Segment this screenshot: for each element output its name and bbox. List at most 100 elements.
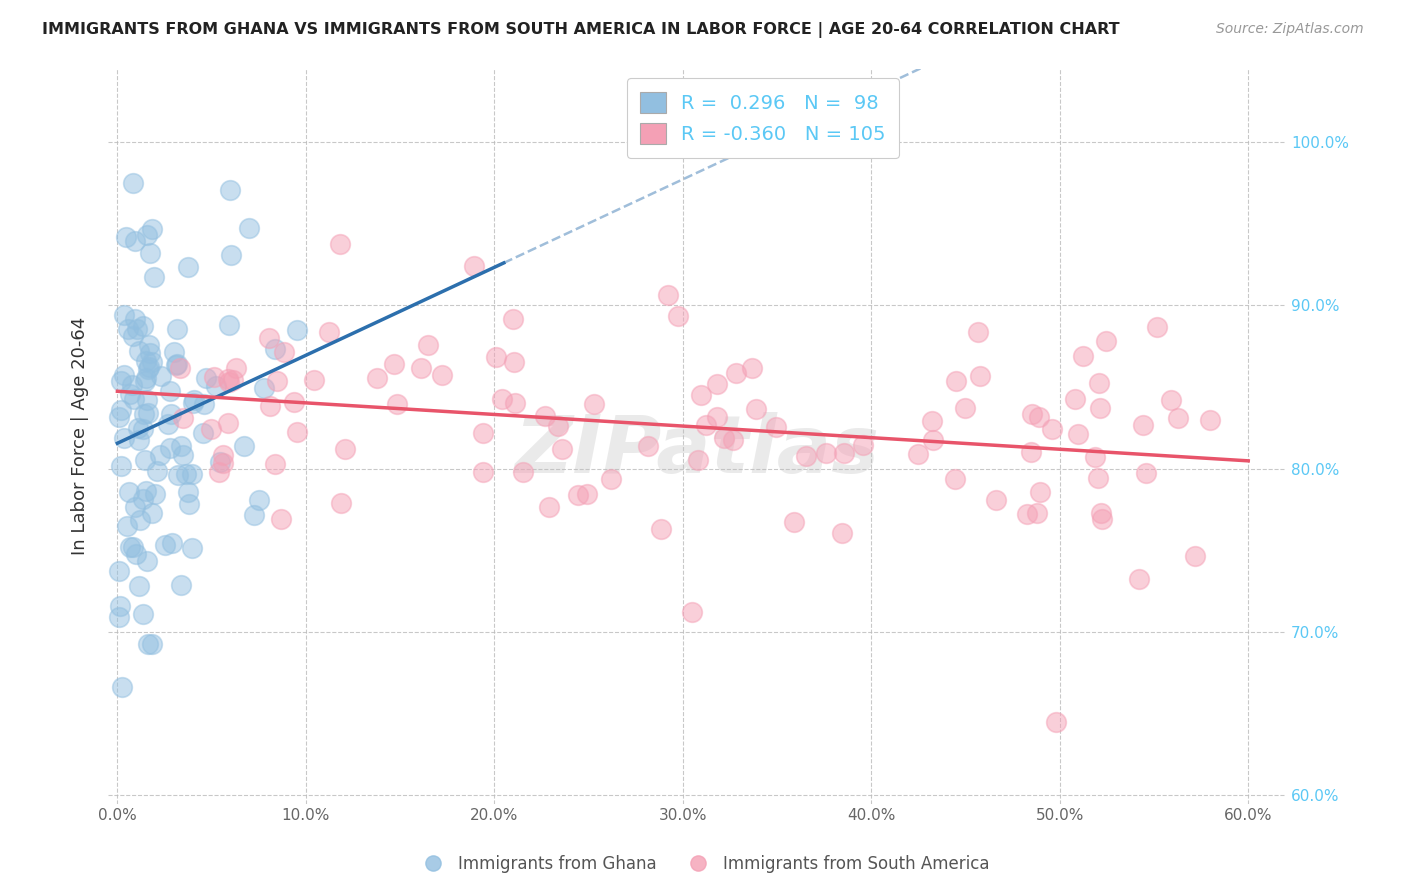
Point xyxy=(695,417,717,432)
Point xyxy=(165,358,187,372)
Point xyxy=(690,388,713,402)
Point xyxy=(131,607,153,622)
Point xyxy=(121,328,143,343)
Point xyxy=(225,361,247,376)
Point xyxy=(124,311,146,326)
Point xyxy=(318,326,340,340)
Point xyxy=(177,497,200,511)
Point xyxy=(273,345,295,359)
Point xyxy=(132,407,155,421)
Point xyxy=(416,337,439,351)
Point xyxy=(1090,507,1112,521)
Point xyxy=(146,464,169,478)
Point xyxy=(1167,410,1189,425)
Point xyxy=(217,416,239,430)
Point xyxy=(266,375,288,389)
Point xyxy=(463,260,485,274)
Point xyxy=(170,578,193,592)
Point xyxy=(385,397,408,411)
Point xyxy=(166,358,188,372)
Point xyxy=(143,487,166,501)
Point xyxy=(943,472,966,486)
Point xyxy=(139,246,162,260)
Point xyxy=(686,453,709,467)
Point xyxy=(135,371,157,385)
Point xyxy=(136,637,159,651)
Point xyxy=(922,434,945,448)
Point xyxy=(159,384,181,398)
Point xyxy=(159,441,181,455)
Point xyxy=(170,439,193,453)
Point xyxy=(219,248,242,262)
Point xyxy=(134,453,156,467)
Point xyxy=(657,288,679,302)
Point xyxy=(124,235,146,249)
Point xyxy=(176,260,198,274)
Point xyxy=(1084,450,1107,464)
Point xyxy=(547,419,569,434)
Point xyxy=(181,467,204,482)
Point xyxy=(745,402,768,417)
Point xyxy=(135,484,157,499)
Point xyxy=(222,373,245,387)
Point xyxy=(136,406,159,420)
Point xyxy=(135,554,157,568)
Point xyxy=(127,322,149,336)
Point xyxy=(110,374,132,388)
Point xyxy=(112,368,135,382)
Point xyxy=(285,323,308,337)
Point xyxy=(204,379,226,393)
Point xyxy=(218,318,240,333)
Point xyxy=(141,506,163,520)
Point xyxy=(814,446,837,460)
Point xyxy=(637,439,659,453)
Point xyxy=(721,433,744,447)
Point xyxy=(160,407,183,421)
Point xyxy=(765,420,787,434)
Point xyxy=(270,512,292,526)
Point xyxy=(183,395,205,409)
Point xyxy=(1198,412,1220,426)
Point xyxy=(195,371,218,385)
Legend: R =  0.296   N =  98, R = -0.360   N = 105: R = 0.296 N = 98, R = -0.360 N = 105 xyxy=(627,78,900,158)
Point xyxy=(208,465,231,479)
Point xyxy=(330,496,353,510)
Point xyxy=(264,342,287,356)
Point xyxy=(238,221,260,235)
Point xyxy=(112,308,135,322)
Point xyxy=(945,374,967,388)
Point xyxy=(1091,511,1114,525)
Point xyxy=(121,377,143,392)
Point xyxy=(984,493,1007,508)
Point xyxy=(177,484,200,499)
Point xyxy=(132,492,155,507)
Point xyxy=(1028,410,1050,425)
Point xyxy=(108,564,131,578)
Point xyxy=(118,540,141,554)
Point xyxy=(112,431,135,445)
Point xyxy=(169,361,191,376)
Point xyxy=(1021,407,1043,421)
Point xyxy=(1087,471,1109,485)
Point xyxy=(1029,484,1052,499)
Point xyxy=(136,392,159,407)
Point xyxy=(160,536,183,550)
Point xyxy=(181,541,204,555)
Point xyxy=(1135,467,1157,481)
Point xyxy=(219,183,242,197)
Point xyxy=(125,547,148,561)
Point xyxy=(599,473,621,487)
Point xyxy=(135,227,157,242)
Point xyxy=(115,519,138,533)
Point xyxy=(1160,393,1182,408)
Point xyxy=(134,374,156,388)
Point xyxy=(382,357,405,371)
Point xyxy=(131,319,153,334)
Point xyxy=(257,331,280,345)
Point xyxy=(124,500,146,514)
Point xyxy=(110,403,132,417)
Point xyxy=(218,372,240,386)
Point xyxy=(193,397,215,411)
Point xyxy=(1088,376,1111,390)
Point xyxy=(118,485,141,500)
